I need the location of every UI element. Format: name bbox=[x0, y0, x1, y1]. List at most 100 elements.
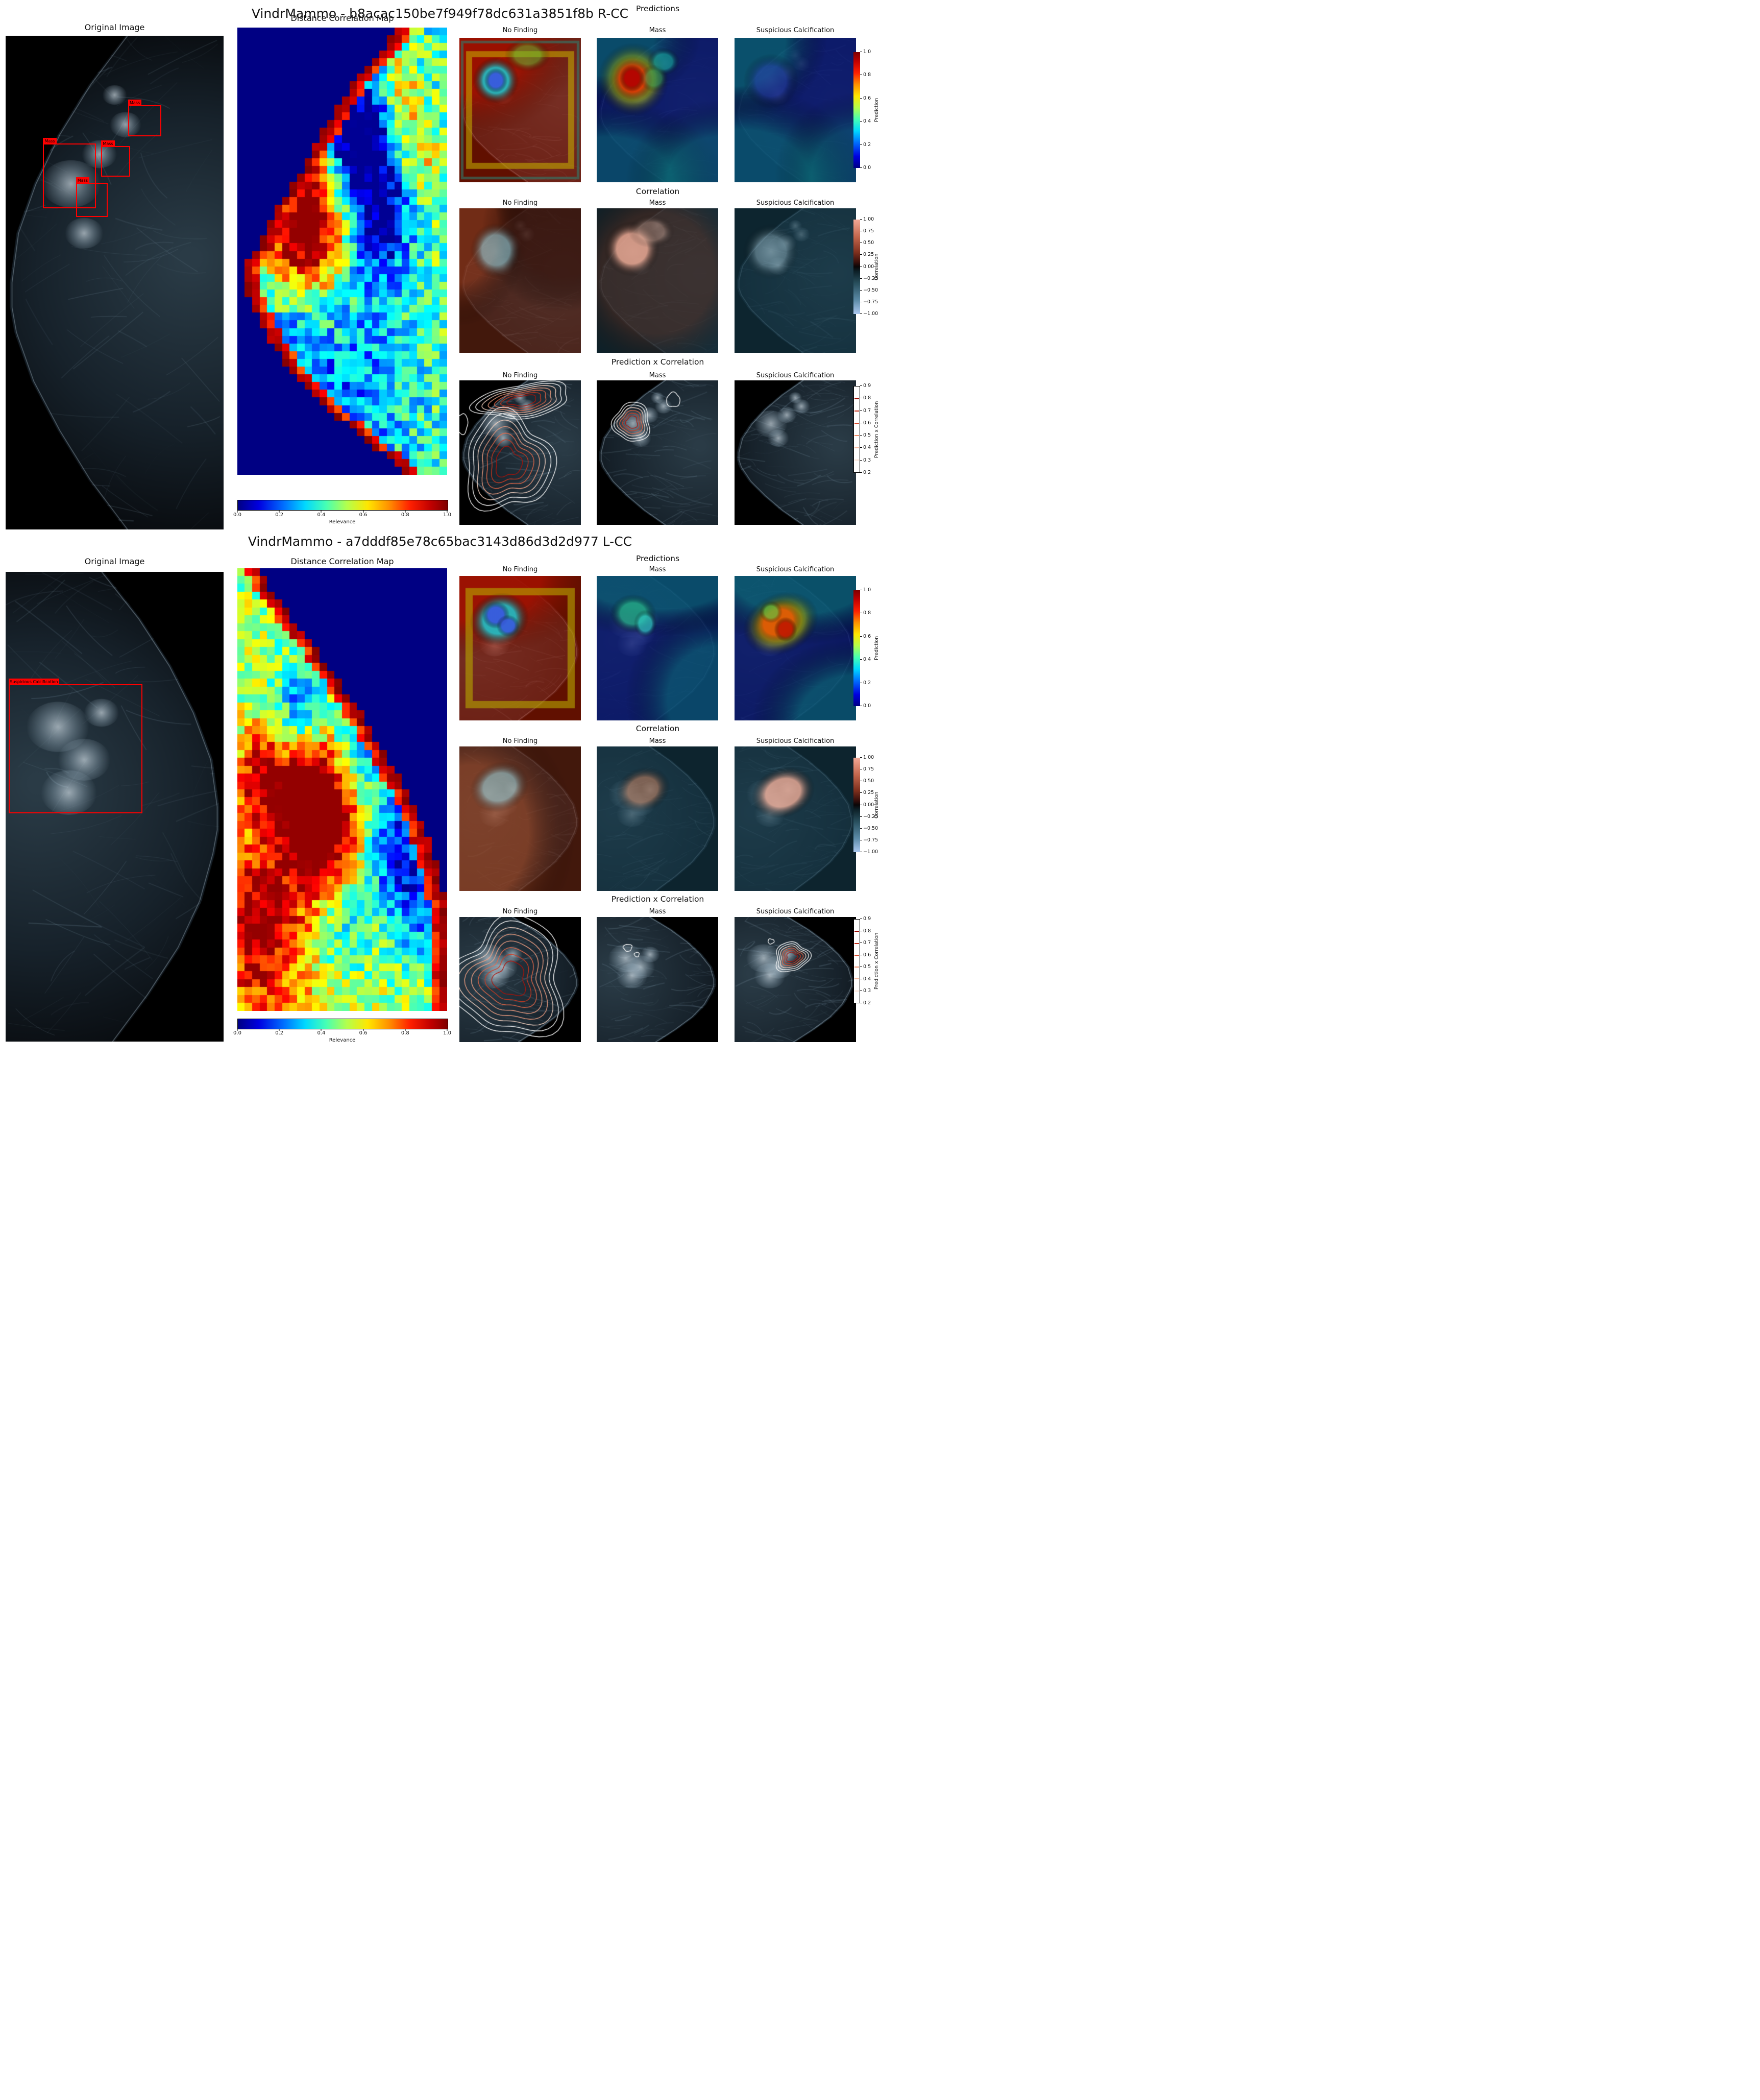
colorbar-tick-label: 0.2 bbox=[860, 1000, 871, 1006]
prediction-colorbar-label: Prediction bbox=[874, 636, 879, 661]
colorbar-tick-label: 0.2 bbox=[860, 142, 871, 148]
correlation-panel bbox=[597, 208, 718, 353]
correlation-colorbar-label: Correlation bbox=[874, 791, 879, 818]
colorbar-tick-label: −0.25 bbox=[860, 276, 878, 282]
correlation-heatmap-canvas bbox=[735, 746, 856, 891]
section-1-title: VindrMammo - b8acac150be7f949f78dc631a38… bbox=[251, 6, 629, 21]
prediction-heatmap-canvas bbox=[735, 576, 856, 720]
colorbar-tick-label: −0.75 bbox=[860, 299, 878, 305]
colorbar-tick-label: 0.2 bbox=[275, 1030, 284, 1036]
correlation-heatmap-canvas bbox=[735, 208, 856, 353]
distance-map-title: Distance Correlation Map bbox=[290, 13, 394, 23]
panel-title: Mass bbox=[649, 199, 666, 207]
distance-correlation-map-canvas bbox=[237, 568, 447, 1011]
colorbar-tickmark bbox=[860, 659, 862, 660]
row-title-predictions: Predictions bbox=[635, 554, 680, 563]
contour-level-line bbox=[854, 967, 859, 968]
finding-bbox: Suspicious Calcification bbox=[8, 678, 142, 814]
panel-title: No Finding bbox=[502, 199, 538, 207]
prediction-panel bbox=[459, 38, 581, 182]
correlation-panel bbox=[735, 746, 856, 891]
colorbar-tick-label: 0.0 bbox=[233, 1030, 241, 1036]
colorbar-gradient-bar bbox=[853, 386, 860, 473]
colorbar-tick-label: 0.6 bbox=[860, 95, 871, 102]
colorbar-tick-label: −0.50 bbox=[860, 826, 878, 832]
original-mammogram-canvas bbox=[6, 36, 224, 529]
colorbar-tick-label: 0.2 bbox=[860, 680, 871, 686]
relevance-colorbar-label: Relevance bbox=[329, 1037, 356, 1043]
colorbar-tickmark bbox=[860, 313, 862, 314]
contour-panel bbox=[597, 917, 718, 1042]
colorbar-tick-label: 0.00 bbox=[860, 264, 874, 270]
finding-bbox-label: Mass bbox=[43, 137, 57, 144]
contour-overlay-canvas bbox=[459, 917, 581, 1042]
finding-bbox-label: Mass bbox=[128, 100, 142, 107]
figure-page: VindrMammo - b8acac150be7f949f78dc631a38… bbox=[0, 0, 880, 1050]
panel-title: Mass bbox=[649, 566, 666, 573]
colorbar-tickmark bbox=[860, 385, 862, 386]
colorbar-tickmark bbox=[860, 472, 862, 473]
contour-level-line bbox=[854, 435, 859, 436]
prediction-colorbar: 1.0 0.8 0.6 0.4 0.2 0.0 bbox=[853, 587, 880, 709]
colorbar-tickmark bbox=[860, 254, 862, 255]
panel-title: No Finding bbox=[502, 27, 538, 34]
colorbar-tick-label: 0.6 bbox=[860, 420, 871, 426]
colorbar-tick-label: 0.4 bbox=[860, 657, 871, 663]
colorbar-tickmark bbox=[860, 435, 862, 436]
colorbar-tick-label: 0.0 bbox=[860, 165, 871, 171]
finding-bbox: Mass bbox=[128, 100, 161, 137]
colorbar-tick-label: 0.4 bbox=[860, 976, 871, 982]
colorbar-tick-label: 0.75 bbox=[860, 228, 874, 234]
colorbar-tick-label: 0.6 bbox=[860, 952, 871, 958]
colorbar-tick-label: 0.00 bbox=[860, 802, 874, 808]
colorbar-tick-label: 0.8 bbox=[860, 72, 871, 78]
original-mammogram-panel: Mass Mass Mass Mass bbox=[6, 36, 224, 529]
colorbar-tick-label: 0.4 bbox=[860, 118, 871, 125]
colorbar-tickmark bbox=[860, 144, 862, 145]
prediction-x-correlation-colorbar-label: Prediction x Correlation bbox=[874, 401, 879, 458]
relevance-colorbar-ticks: 0.0 0.2 0.4 0.6 0.8 1.0 bbox=[233, 1029, 451, 1036]
row-title-correlation: Correlation bbox=[635, 187, 680, 196]
panel-title: No Finding bbox=[502, 566, 538, 573]
colorbar-tick-label: 0.4 bbox=[317, 512, 326, 518]
colorbar-tickmark bbox=[447, 511, 448, 513]
colorbar-tickmark bbox=[860, 98, 862, 99]
contour-panel bbox=[597, 380, 718, 525]
contour-level-line bbox=[854, 990, 859, 992]
correlation-colorbar-label: Correlation bbox=[874, 253, 879, 280]
colorbar-tick-label: 0.0 bbox=[860, 703, 871, 709]
correlation-heatmap-canvas bbox=[459, 208, 581, 353]
colorbar-tick-label: 0.8 bbox=[860, 610, 871, 616]
row-title-predictions: Predictions bbox=[635, 4, 680, 13]
relevance-colorbar bbox=[237, 500, 448, 511]
prediction-heatmap-canvas bbox=[597, 38, 718, 182]
panel-title: Suspicious Calcification bbox=[756, 908, 835, 915]
colorbar-gradient-bar bbox=[853, 52, 860, 168]
section-2-title: VindrMammo - a7dddf85e78c65bac3143d86d3d… bbox=[248, 534, 632, 549]
colorbar-tickmark bbox=[860, 278, 862, 279]
colorbar-tick-label: −0.75 bbox=[860, 837, 878, 843]
contour-level-line bbox=[854, 447, 859, 448]
colorbar-tickmark bbox=[860, 219, 862, 220]
panel-title: No Finding bbox=[502, 908, 538, 915]
correlation-panel bbox=[459, 746, 581, 891]
colorbar-tickmark bbox=[860, 447, 862, 448]
colorbar-tickmark bbox=[860, 636, 862, 637]
colorbar-tick-label: 1.00 bbox=[860, 216, 874, 223]
colorbar-tickmark bbox=[860, 121, 862, 122]
finding-bbox: Mass bbox=[43, 137, 96, 208]
colorbar-tick-label: 0.25 bbox=[860, 252, 874, 258]
panel-title: Mass bbox=[649, 372, 666, 379]
colorbar-tickmark bbox=[860, 460, 862, 461]
contour-overlay-canvas bbox=[735, 380, 856, 525]
correlation-colorbar: 1.00 0.75 0.50 0.25 0.00 −0.25 −0.50 −0.75 −1.00 bbox=[853, 216, 880, 317]
finding-bbox: Mass bbox=[76, 177, 108, 217]
prediction-x-correlation-colorbar-label: Prediction x Correlation bbox=[874, 932, 879, 990]
colorbar-tick-label: 1.0 bbox=[443, 1030, 451, 1036]
finding-bbox-label: Mass bbox=[76, 177, 90, 184]
contour-panel bbox=[735, 380, 856, 525]
finding-bbox: Mass bbox=[101, 140, 130, 177]
correlation-panel bbox=[459, 208, 581, 353]
prediction-panel bbox=[735, 38, 856, 182]
contour-panel bbox=[459, 917, 581, 1042]
